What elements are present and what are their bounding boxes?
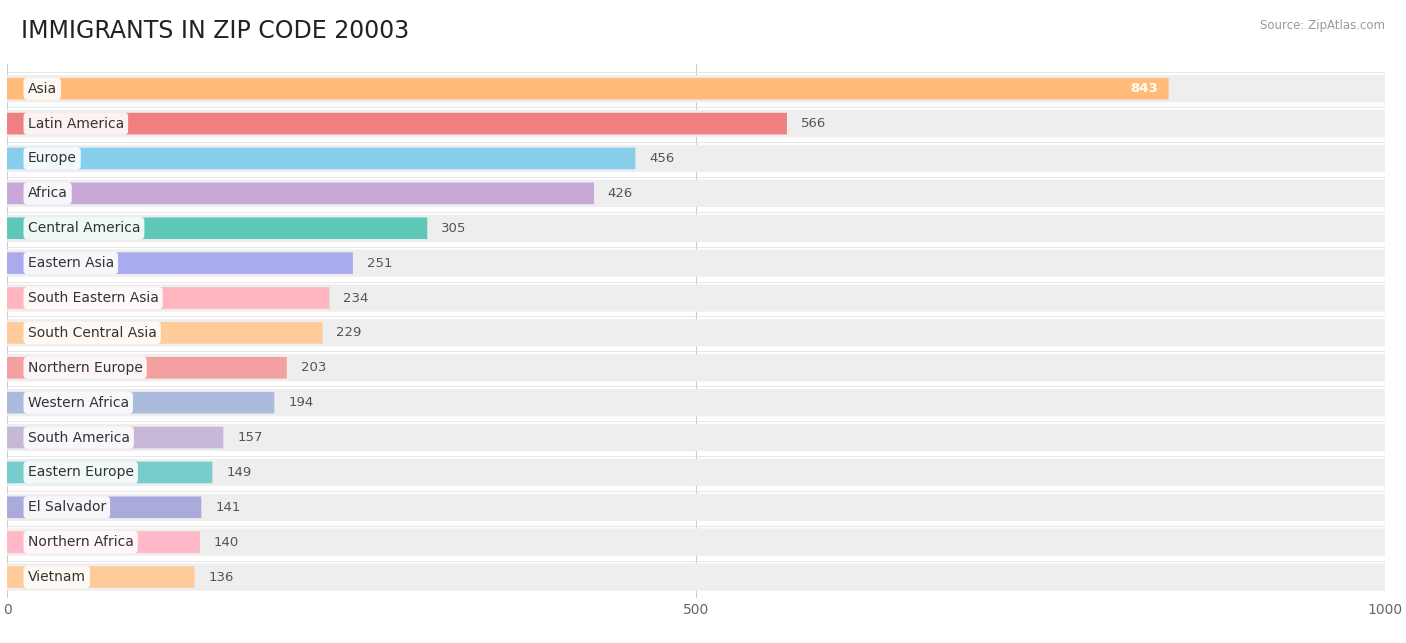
FancyBboxPatch shape xyxy=(7,320,1385,347)
FancyBboxPatch shape xyxy=(7,427,224,448)
FancyBboxPatch shape xyxy=(7,110,1385,137)
Text: Europe: Europe xyxy=(28,152,76,165)
FancyBboxPatch shape xyxy=(7,462,212,484)
FancyBboxPatch shape xyxy=(7,217,427,239)
FancyBboxPatch shape xyxy=(7,389,1385,416)
FancyBboxPatch shape xyxy=(7,252,353,274)
Text: 149: 149 xyxy=(226,466,252,479)
FancyBboxPatch shape xyxy=(7,357,287,379)
Text: 203: 203 xyxy=(301,361,326,374)
Text: 141: 141 xyxy=(215,501,240,514)
Text: 157: 157 xyxy=(238,431,263,444)
FancyBboxPatch shape xyxy=(7,322,322,344)
Text: Vietnam: Vietnam xyxy=(28,570,86,584)
Text: South America: South America xyxy=(28,431,129,444)
FancyBboxPatch shape xyxy=(7,78,1168,100)
FancyBboxPatch shape xyxy=(7,249,1385,276)
Text: Africa: Africa xyxy=(28,186,67,201)
Text: Eastern Europe: Eastern Europe xyxy=(28,466,134,480)
FancyBboxPatch shape xyxy=(7,494,1385,521)
Text: 456: 456 xyxy=(650,152,675,165)
Text: Northern Africa: Northern Africa xyxy=(28,535,134,549)
FancyBboxPatch shape xyxy=(7,566,194,588)
FancyBboxPatch shape xyxy=(7,496,201,518)
FancyBboxPatch shape xyxy=(7,287,329,309)
FancyBboxPatch shape xyxy=(7,563,1385,591)
Text: Asia: Asia xyxy=(28,82,56,96)
Text: Northern Europe: Northern Europe xyxy=(28,361,142,375)
Text: IMMIGRANTS IN ZIP CODE 20003: IMMIGRANTS IN ZIP CODE 20003 xyxy=(21,19,409,43)
Text: 234: 234 xyxy=(343,291,368,305)
Text: 251: 251 xyxy=(367,257,392,269)
Text: El Salvador: El Salvador xyxy=(28,500,105,514)
Text: 136: 136 xyxy=(208,570,233,584)
Text: 229: 229 xyxy=(336,327,361,340)
FancyBboxPatch shape xyxy=(7,459,1385,486)
FancyBboxPatch shape xyxy=(7,354,1385,381)
Text: 140: 140 xyxy=(214,536,239,548)
FancyBboxPatch shape xyxy=(7,215,1385,242)
Text: 305: 305 xyxy=(441,222,467,235)
FancyBboxPatch shape xyxy=(7,284,1385,312)
Text: Source: ZipAtlas.com: Source: ZipAtlas.com xyxy=(1260,19,1385,32)
Text: 843: 843 xyxy=(1130,82,1157,95)
Text: Latin America: Latin America xyxy=(28,116,124,131)
Text: Central America: Central America xyxy=(28,221,141,235)
Text: Western Africa: Western Africa xyxy=(28,395,129,410)
FancyBboxPatch shape xyxy=(7,529,1385,556)
Text: 426: 426 xyxy=(607,187,633,200)
FancyBboxPatch shape xyxy=(7,424,1385,451)
Text: South Eastern Asia: South Eastern Asia xyxy=(28,291,159,305)
FancyBboxPatch shape xyxy=(7,148,636,169)
FancyBboxPatch shape xyxy=(7,145,1385,172)
FancyBboxPatch shape xyxy=(7,531,200,553)
Text: 194: 194 xyxy=(288,396,314,409)
FancyBboxPatch shape xyxy=(7,180,1385,207)
Text: South Central Asia: South Central Asia xyxy=(28,326,156,340)
FancyBboxPatch shape xyxy=(7,392,274,413)
FancyBboxPatch shape xyxy=(7,183,593,204)
FancyBboxPatch shape xyxy=(7,113,787,134)
Text: 566: 566 xyxy=(800,117,825,130)
FancyBboxPatch shape xyxy=(7,75,1385,102)
Text: Eastern Asia: Eastern Asia xyxy=(28,256,114,270)
